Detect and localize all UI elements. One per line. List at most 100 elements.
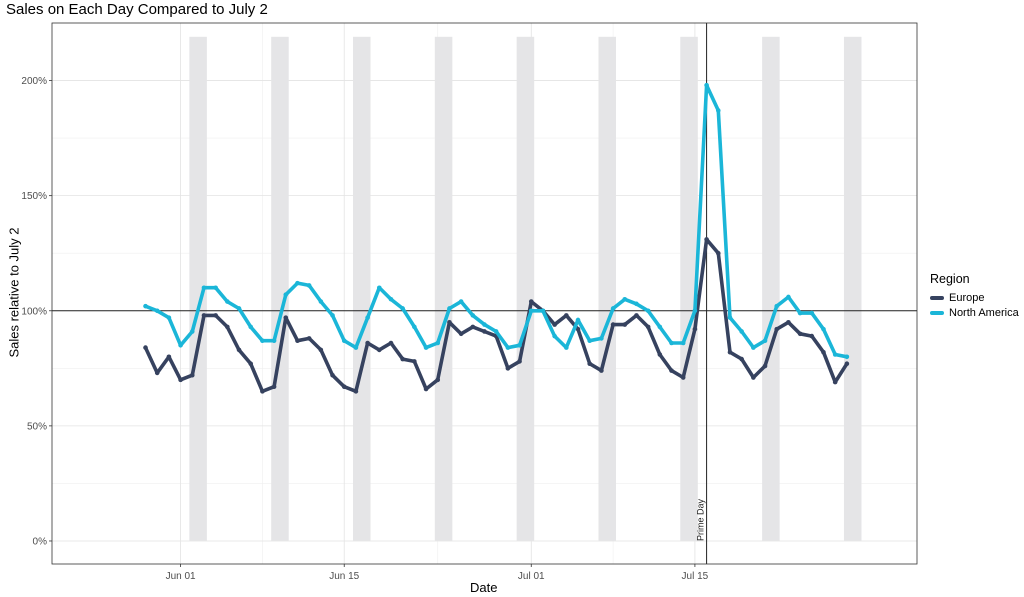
- data-point-europe: [376, 347, 382, 353]
- data-point-north-america: [341, 338, 347, 343]
- data-point-north-america: [482, 322, 487, 327]
- data-point-north-america: [692, 308, 698, 314]
- data-point-north-america: [154, 308, 160, 314]
- data-point-north-america: [295, 280, 300, 286]
- data-point-north-america: [376, 285, 382, 291]
- data-point-europe: [657, 352, 663, 357]
- data-point-north-america: [213, 285, 218, 291]
- data-point-europe: [470, 324, 476, 330]
- data-point-north-america: [669, 340, 674, 346]
- data-point-europe: [143, 345, 148, 350]
- legend-title: Region: [930, 272, 970, 286]
- weekend-band: [189, 36, 207, 541]
- data-point-europe: [458, 331, 464, 337]
- x-tick-label: Jun 01: [166, 571, 196, 582]
- data-point-north-america: [645, 308, 651, 314]
- data-point-north-america: [599, 336, 604, 341]
- data-point-europe: [645, 324, 651, 330]
- data-point-europe: [797, 331, 803, 337]
- data-point-europe: [447, 319, 452, 325]
- chart-title: Sales on Each Day Compared to July 2: [6, 1, 268, 18]
- data-point-europe: [365, 340, 370, 346]
- data-point-north-america: [587, 338, 593, 343]
- data-point-europe: [189, 372, 195, 378]
- data-point-europe: [330, 372, 335, 378]
- legend: Region Europe North America: [930, 272, 1019, 320]
- data-point-north-america: [318, 299, 324, 304]
- data-point-europe: [599, 368, 604, 373]
- data-point-europe: [341, 384, 347, 390]
- data-point-europe: [832, 379, 838, 385]
- weekend-band: [762, 36, 780, 541]
- data-point-europe: [739, 356, 744, 362]
- data-point-europe: [669, 368, 674, 373]
- data-point-north-america: [260, 338, 265, 343]
- data-point-north-america: [458, 299, 464, 304]
- data-point-north-america: [143, 303, 148, 309]
- data-point-europe: [786, 319, 791, 325]
- weekend-band: [271, 36, 289, 541]
- data-point-europe: [727, 349, 733, 355]
- legend-item-north-america: North America: [930, 305, 1019, 320]
- data-point-north-america: [505, 345, 511, 350]
- reference-vline-label: Prime Day: [696, 498, 706, 541]
- data-point-europe: [821, 349, 826, 355]
- data-point-north-america: [353, 345, 359, 350]
- data-point-north-america: [283, 292, 289, 297]
- data-point-europe: [517, 359, 522, 364]
- data-point-north-america: [178, 342, 183, 348]
- data-point-north-america: [751, 345, 756, 350]
- weekend-band: [843, 36, 862, 541]
- data-point-europe: [809, 333, 815, 339]
- data-point-north-america: [447, 306, 452, 311]
- data-point-europe: [260, 389, 265, 394]
- data-point-europe: [283, 315, 289, 320]
- data-point-europe: [236, 347, 242, 353]
- data-point-europe: [844, 361, 850, 367]
- data-point-europe: [213, 313, 218, 318]
- data-point-europe: [318, 347, 324, 353]
- data-point-north-america: [271, 338, 277, 343]
- data-point-north-america: [540, 308, 546, 314]
- data-point-north-america: [365, 315, 370, 320]
- data-point-europe: [412, 359, 417, 364]
- data-point-north-america: [821, 326, 826, 332]
- data-point-north-america: [774, 303, 780, 309]
- data-point-europe: [166, 354, 172, 360]
- data-point-europe: [634, 313, 639, 318]
- data-point-europe: [423, 386, 429, 392]
- data-point-europe: [306, 336, 312, 341]
- data-point-north-america: [412, 324, 417, 330]
- panel-background: [52, 23, 917, 564]
- x-tick-label: Jul 15: [682, 571, 709, 582]
- y-tick-label: 100%: [21, 306, 47, 317]
- data-point-europe: [564, 313, 569, 318]
- data-point-north-america: [727, 315, 733, 320]
- legend-key-north-america: [930, 310, 944, 315]
- data-point-europe: [610, 322, 616, 327]
- weekend-band: [516, 36, 535, 541]
- data-point-europe: [435, 377, 441, 383]
- legend-label-europe: Europe: [949, 291, 985, 304]
- data-point-north-america: [704, 82, 709, 88]
- y-tick-label: 150%: [21, 191, 47, 202]
- data-point-europe: [482, 329, 487, 334]
- data-point-north-america: [493, 329, 499, 334]
- data-point-north-america: [552, 333, 557, 339]
- data-point-north-america: [330, 313, 335, 318]
- data-point-north-america: [844, 354, 850, 360]
- data-point-europe: [248, 361, 254, 367]
- data-point-europe: [178, 377, 183, 383]
- data-point-europe: [774, 326, 780, 332]
- data-point-north-america: [680, 340, 686, 346]
- weekend-band: [352, 36, 371, 541]
- y-tick-label: 50%: [27, 421, 47, 432]
- data-point-north-america: [528, 308, 534, 314]
- data-point-north-america: [762, 338, 768, 343]
- x-tick-label: Jun 15: [329, 571, 359, 582]
- data-point-north-america: [306, 283, 312, 288]
- legend-key-europe: [930, 295, 944, 300]
- y-tick-label: 0%: [33, 536, 48, 547]
- data-point-europe: [201, 313, 207, 318]
- data-point-europe: [751, 375, 756, 380]
